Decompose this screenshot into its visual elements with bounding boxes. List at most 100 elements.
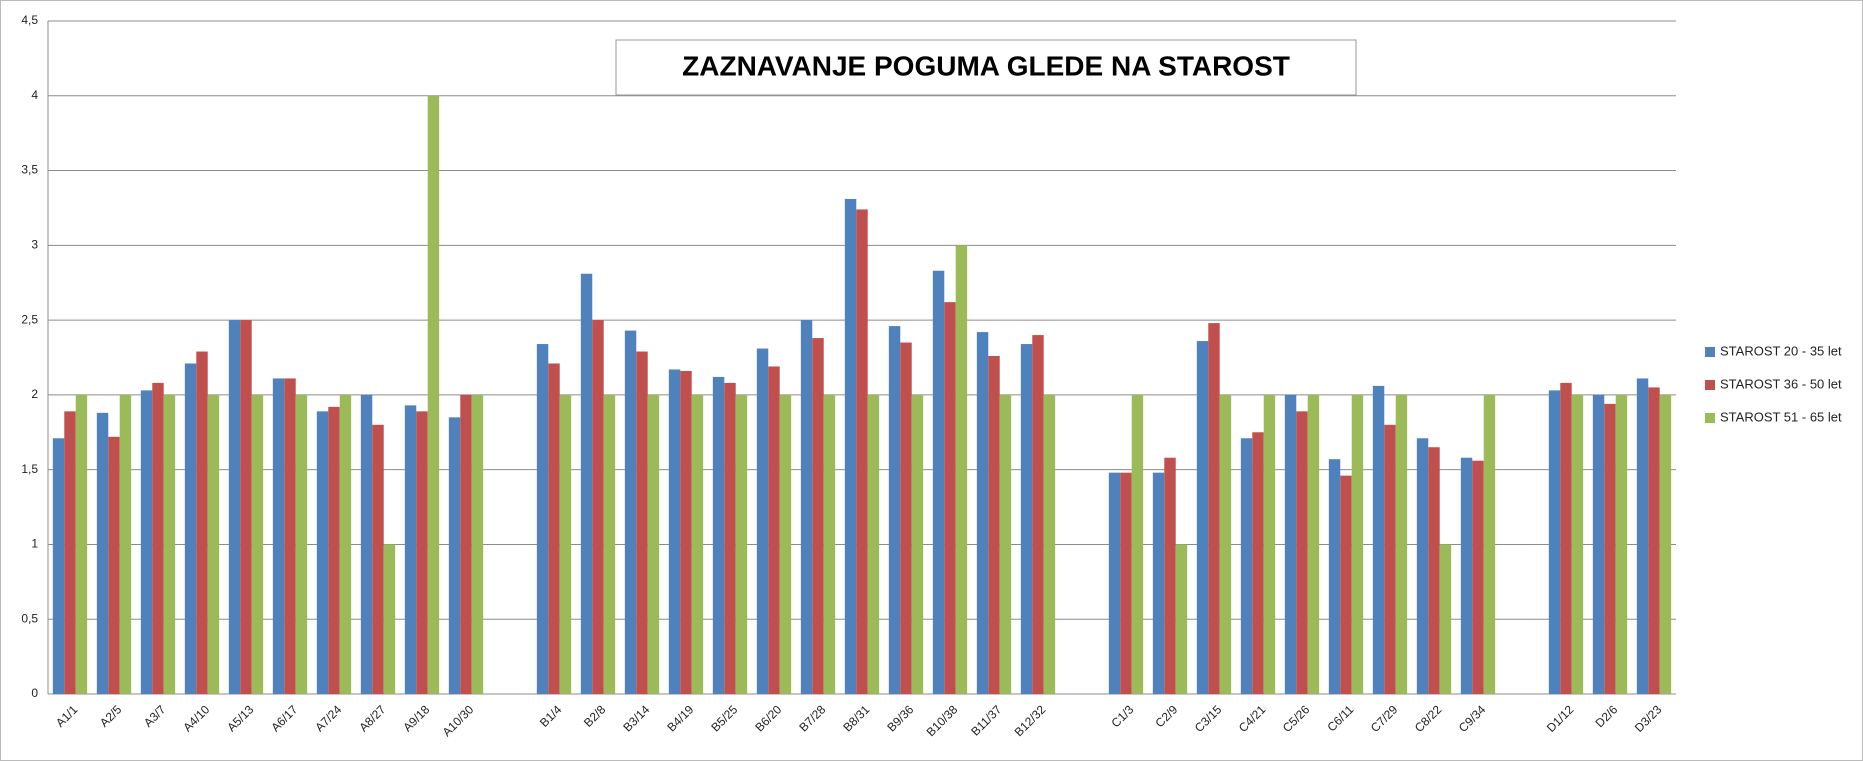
bar — [976, 332, 989, 694]
bar — [580, 273, 593, 694]
bar — [284, 378, 296, 694]
legend-label: STAROST 20 - 35 let — [1720, 343, 1842, 358]
bar — [647, 394, 660, 694]
bar — [823, 394, 836, 694]
legend-label: STAROST 36 - 50 let — [1720, 376, 1842, 391]
bar — [1548, 390, 1561, 694]
bar — [712, 376, 725, 694]
bar — [1659, 394, 1672, 694]
bar — [1416, 438, 1429, 694]
bar — [163, 394, 176, 694]
bar — [1120, 472, 1132, 694]
bar — [1219, 394, 1232, 694]
legend-swatch — [1705, 413, 1715, 423]
bar — [1208, 323, 1220, 694]
bar — [1472, 460, 1484, 694]
bar — [339, 394, 352, 694]
y-tick-label: 0,5 — [21, 611, 38, 625]
bar — [1604, 403, 1616, 694]
bar — [1560, 382, 1572, 694]
bar — [1152, 472, 1165, 694]
bar — [1483, 394, 1496, 694]
y-tick-label: 2,5 — [21, 312, 38, 326]
bar — [108, 436, 120, 694]
bar — [360, 394, 373, 694]
bar — [680, 370, 692, 694]
bar — [1428, 447, 1440, 694]
bar — [1108, 472, 1121, 694]
bar — [140, 390, 153, 694]
y-tick-label: 4 — [31, 88, 38, 102]
bar — [735, 394, 748, 694]
bar — [1372, 385, 1385, 694]
bar — [1240, 438, 1253, 694]
bar — [999, 394, 1012, 694]
bar — [1307, 394, 1320, 694]
bar — [668, 369, 681, 694]
bar — [196, 351, 208, 694]
title-box — [615, 39, 1357, 96]
bar — [316, 411, 329, 694]
bar — [559, 394, 572, 694]
bar — [52, 438, 65, 694]
bar — [251, 394, 264, 694]
bar — [448, 417, 461, 694]
bar — [471, 394, 484, 694]
bar — [1252, 432, 1264, 694]
bar — [240, 320, 252, 694]
y-tick-label: 3,5 — [21, 163, 38, 177]
bar — [295, 394, 308, 694]
bar — [900, 342, 912, 694]
bar — [404, 405, 417, 694]
bar — [1571, 394, 1584, 694]
bar — [383, 544, 396, 694]
bar — [1384, 424, 1396, 694]
bar — [592, 320, 604, 694]
bar — [1175, 544, 1188, 694]
chart-title: ZAZNAVANJE POGUMA GLEDE NA STAROST — [682, 50, 1290, 81]
bar — [460, 394, 472, 694]
bar — [844, 198, 857, 694]
bar — [1460, 457, 1473, 694]
bar — [768, 366, 780, 694]
bar — [1032, 335, 1044, 694]
bar — [1648, 387, 1660, 694]
bar — [756, 348, 769, 694]
bar — [1196, 341, 1209, 694]
bar — [152, 382, 164, 694]
bar — [328, 406, 340, 694]
bar — [955, 245, 968, 695]
bar — [1328, 459, 1341, 694]
bar — [1351, 394, 1364, 694]
bar — [427, 95, 440, 695]
bar — [1284, 394, 1297, 694]
bar — [1395, 394, 1408, 694]
bar — [888, 326, 901, 694]
legend-swatch — [1705, 347, 1715, 357]
bar — [1340, 475, 1352, 694]
bar — [1615, 394, 1628, 694]
bar — [800, 320, 813, 694]
bar — [548, 363, 560, 694]
bar — [867, 394, 880, 694]
bar — [603, 394, 616, 694]
bar — [272, 378, 285, 694]
bar — [779, 394, 792, 694]
bar — [1043, 394, 1056, 694]
y-tick-label: 4,5 — [21, 13, 38, 27]
bar — [119, 394, 132, 694]
bar — [724, 382, 736, 694]
bar — [1020, 344, 1033, 694]
y-tick-label: 0 — [31, 686, 38, 700]
y-tick-label: 1 — [31, 537, 38, 551]
y-tick-label: 3 — [31, 238, 38, 252]
bar — [184, 363, 197, 694]
bar — [1636, 378, 1649, 694]
bar — [856, 209, 868, 694]
legend-swatch — [1705, 380, 1715, 390]
bar — [207, 394, 220, 694]
bar — [372, 424, 384, 694]
y-tick-label: 2 — [31, 387, 38, 401]
bar — [1131, 394, 1144, 694]
